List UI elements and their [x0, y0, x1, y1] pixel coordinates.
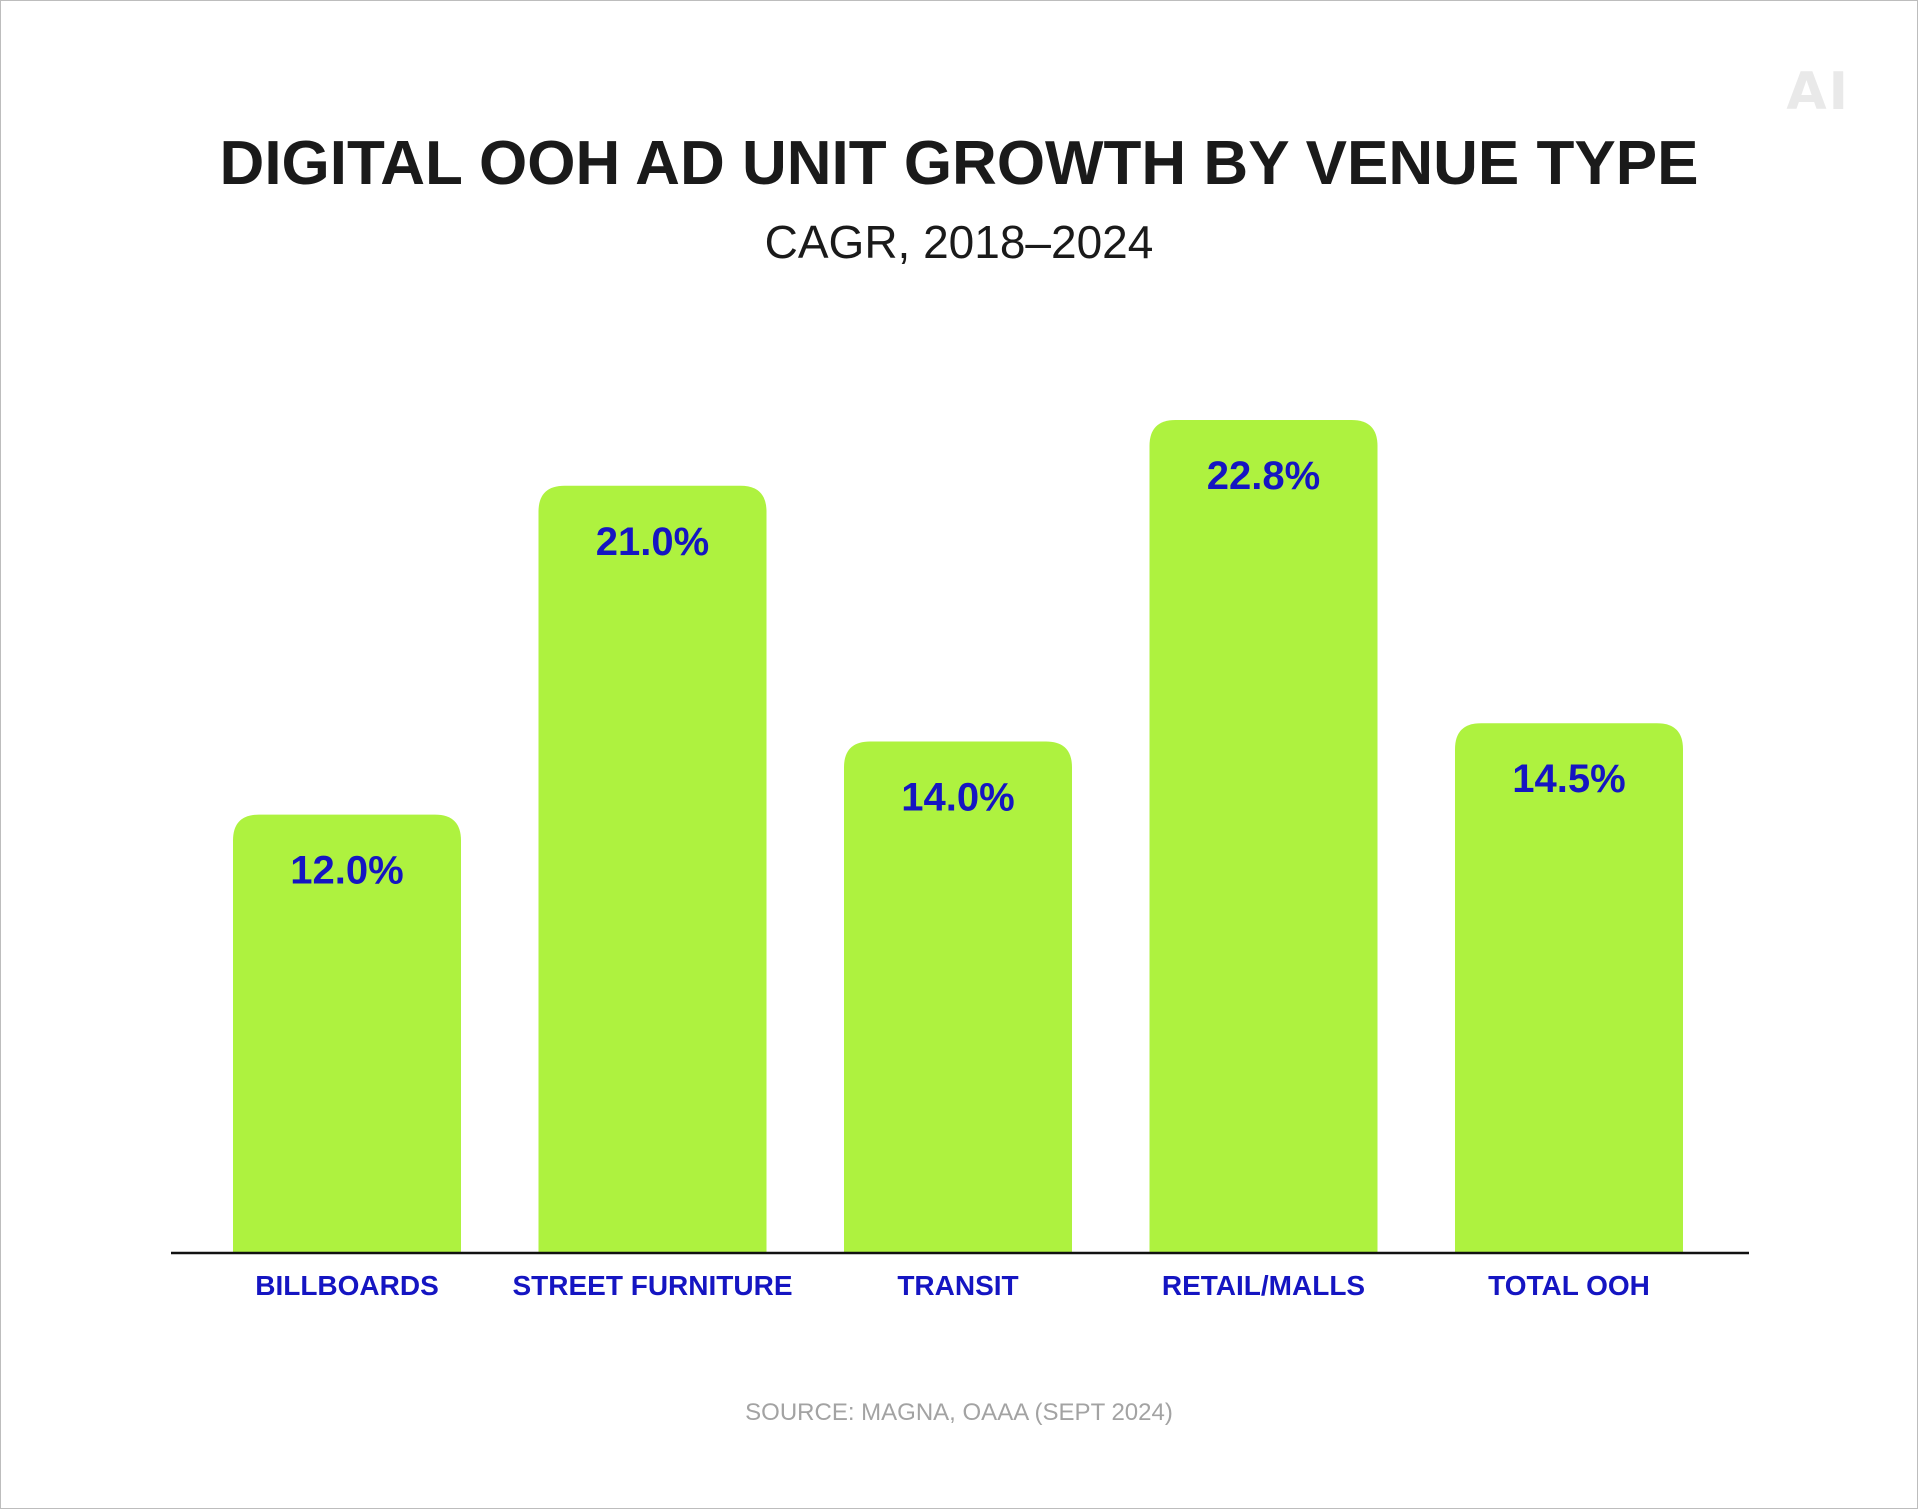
chart-subtitle: CAGR, 2018–2024 [764, 216, 1154, 268]
source-note: SOURCE: MAGNA, OAAA (SEPT 2024) [745, 1399, 1173, 1426]
value-label-street-furniture: 21.0% [596, 520, 709, 564]
bar-billboards [233, 814, 461, 1253]
brand-logo: AI [1786, 62, 1850, 122]
category-labels-group: BILLBOARDS STREET FURNITURE TRANSIT RETAIL/… [255, 1270, 1650, 1301]
category-label-street-furniture: STREET FURNITURE [513, 1270, 793, 1301]
value-label-transit: 14.0% [901, 776, 1014, 820]
category-label-retail-malls: RETAIL/MALLS [1162, 1270, 1365, 1301]
bar-transit [844, 741, 1072, 1253]
category-label-total-ooh: TOTAL OOH [1488, 1270, 1650, 1301]
value-label-total-ooh: 14.5% [1512, 757, 1625, 801]
category-label-transit: TRANSIT [897, 1270, 1018, 1301]
bars-group [233, 420, 1683, 1253]
chart-title: DIGITAL OOH AD UNIT GROWTH BY VENUE TYPE [219, 129, 1699, 198]
category-label-billboards: BILLBOARDS [255, 1270, 439, 1301]
bar-street-furniture [538, 485, 767, 1253]
value-label-retail-malls: 22.8% [1207, 454, 1320, 498]
value-labels-group: 12.0% 21.0% 14.0% 22.8% 14.5% [290, 454, 1625, 893]
bar-retail-malls [1149, 420, 1378, 1253]
value-label-billboards: 12.0% [290, 849, 403, 893]
bar-total-ooh [1455, 723, 1683, 1253]
